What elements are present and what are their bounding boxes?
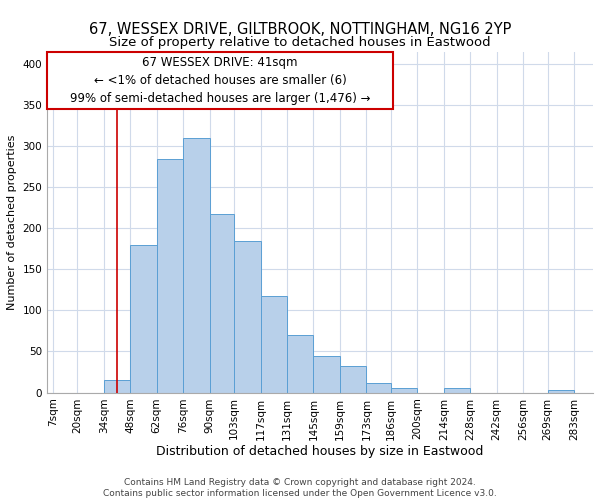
Bar — [157, 158, 183, 392]
Bar — [340, 366, 367, 392]
FancyBboxPatch shape — [47, 52, 393, 110]
Text: Size of property relative to detached houses in Eastwood: Size of property relative to detached ho… — [109, 36, 491, 49]
Bar — [104, 380, 130, 392]
Bar — [367, 384, 391, 392]
X-axis label: Distribution of detached houses by size in Eastwood: Distribution of detached houses by size … — [157, 445, 484, 458]
Bar — [209, 214, 234, 392]
Bar — [130, 245, 157, 392]
Text: 67 WESSEX DRIVE: 41sqm
← <1% of detached houses are smaller (6)
99% of semi-deta: 67 WESSEX DRIVE: 41sqm ← <1% of detached… — [70, 56, 370, 105]
Bar — [313, 356, 340, 393]
Bar — [183, 138, 209, 392]
Bar — [260, 296, 287, 392]
Text: 67, WESSEX DRIVE, GILTBROOK, NOTTINGHAM, NG16 2YP: 67, WESSEX DRIVE, GILTBROOK, NOTTINGHAM,… — [89, 22, 511, 38]
Bar — [444, 388, 470, 392]
Bar — [548, 390, 574, 392]
Bar — [391, 388, 418, 392]
Y-axis label: Number of detached properties: Number of detached properties — [7, 134, 17, 310]
Bar — [234, 240, 260, 392]
Bar — [287, 335, 313, 392]
Text: Contains HM Land Registry data © Crown copyright and database right 2024.
Contai: Contains HM Land Registry data © Crown c… — [103, 478, 497, 498]
